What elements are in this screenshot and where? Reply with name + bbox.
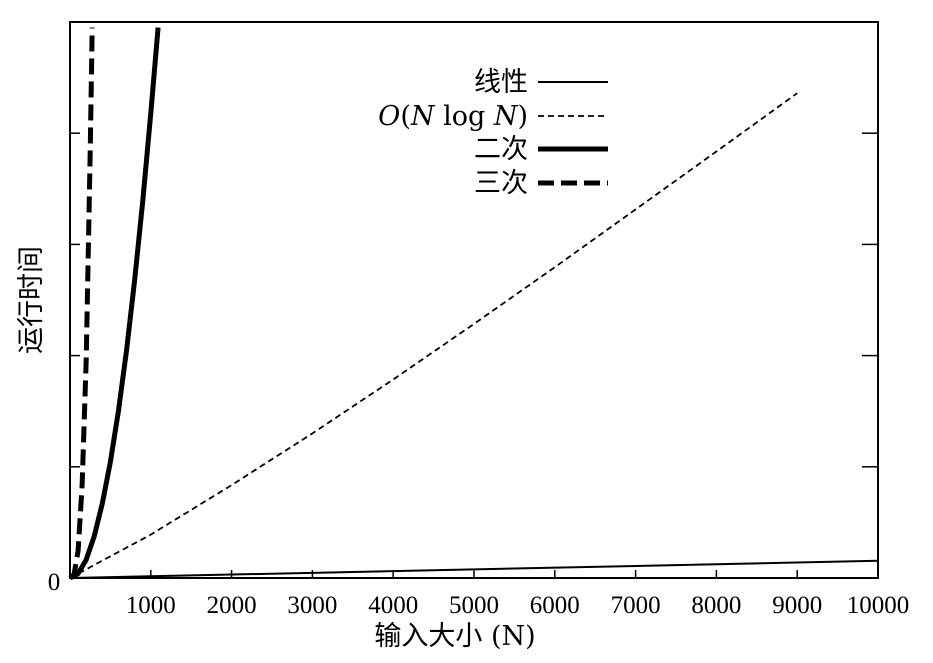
legend-label: O(N log N): [378, 101, 528, 132]
x-tick-label: 10000: [847, 592, 910, 619]
series-line-2: [69, 92, 798, 579]
series-line-1: [69, 559, 879, 579]
y-ticks: [70, 132, 878, 468]
y-origin-label: 0: [48, 569, 61, 596]
x-tick-label: 3000: [287, 592, 337, 619]
legend-label: 三次: [474, 168, 528, 199]
x-tick-label: 4000: [368, 592, 418, 619]
x-tick-label: 9000: [772, 592, 822, 619]
x-tick-labels: 1000 2000 3000 4000 5000 6000 7000 8000 9000 1000…: [126, 592, 909, 619]
legend-label: 线性: [474, 67, 528, 98]
series-line-3: [68, 27, 161, 581]
x-axis-title: 输入大小 (N): [374, 621, 535, 652]
x-tick-label: 8000: [691, 592, 741, 619]
x-tick-label: 1000: [126, 592, 176, 619]
x-ticks: [150, 570, 879, 578]
x-tick-label: 7000: [611, 592, 661, 619]
y-axis-title: 运行时间: [16, 246, 47, 354]
x-tick-label: 6000: [530, 592, 580, 619]
x-tick-label: 5000: [449, 592, 499, 619]
legend-label: 二次: [474, 134, 528, 165]
series-layer: [68, 27, 879, 581]
x-tick-label: 2000: [207, 592, 257, 619]
series-line-4: [68, 27, 95, 580]
